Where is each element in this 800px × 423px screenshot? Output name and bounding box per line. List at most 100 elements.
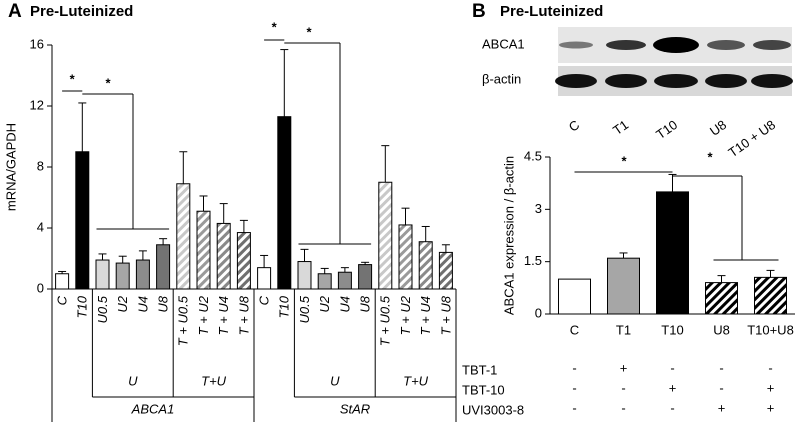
panel-label: A [8,1,22,22]
y-tick-label: 3 [535,201,542,216]
error-bar [340,267,349,273]
x-tick-label: T10 [75,295,90,318]
x-tick-label: C [257,295,272,305]
y-tick-label: 4 [37,219,44,234]
treatment-sign: - [572,380,576,395]
error-bar [401,207,410,225]
x-tick-label: U2 [317,295,332,312]
blot-lane-label: U8 [707,117,729,139]
y-axis-label: ABCA1 expression / β-actin [501,156,516,315]
x-tick-label: U8 [358,295,373,312]
treatment-sign: - [621,380,625,395]
bar [216,222,231,290]
treatment-sign: + [669,380,677,395]
error-bar [199,195,208,212]
x-tick-label: U8 [713,322,730,337]
bar [115,262,130,290]
blot-lane-label: T1 [610,117,631,138]
y-tick-label: 8 [37,158,44,173]
treatment-sign: + [620,360,628,375]
x-tick-label: U4 [337,296,352,313]
treatment-sign: - [621,400,625,415]
y-tick-label: 4.5 [524,148,542,163]
x-tick-label: T + U8 [236,295,251,335]
x-tick-label: T + U2 [398,295,413,335]
significance-star: * [272,19,278,34]
blot-lane-label: T10 + U8 [725,117,778,160]
error-bar [58,270,67,274]
treatment-label: UVI3003-8 [462,402,524,417]
panel-title: Pre-Luteinized [30,3,133,20]
error-bar [361,261,370,265]
x-tick-label: T + U0.5 [176,295,191,346]
bar [196,210,211,290]
error-bar [668,173,677,192]
y-axis-label: mRNA/GAPDH [3,123,18,211]
y-tick-label: 12 [30,97,44,112]
error-bar [219,203,228,224]
group-label: T+U [403,373,429,388]
gene-label: StAR [340,401,370,416]
error-bar [280,49,289,117]
error-bar [260,254,269,268]
significance-star: * [707,149,713,164]
bar [754,276,787,315]
treatment-label: TBT-1 [462,362,497,377]
blot-row-label: β-actin [482,71,521,86]
x-tick-label: T + U2 [196,295,211,335]
error-bar [441,244,450,253]
error-bar [717,275,726,283]
y-tick-label: 0 [37,280,44,295]
bar [236,232,251,290]
treatment-sign: - [719,360,723,375]
error-bar [619,252,628,259]
error-bar [320,267,329,274]
x-tick-label: C [570,322,579,337]
y-tick-label: 16 [30,36,44,51]
error-bar [118,255,127,264]
bar [176,183,191,290]
group-label: T+U [201,373,227,388]
x-tick-label: U0.5 [297,295,312,323]
bar [558,278,591,315]
significance-star: * [105,75,111,90]
bar [418,241,433,290]
treatment-sign: + [718,400,726,415]
group-label: U [128,373,138,388]
treatment-sign: - [768,360,772,375]
treatment-sign: - [670,360,674,375]
x-tick-label: T10 [277,295,292,318]
bar [135,259,150,290]
x-tick-label: T10 [661,322,683,337]
x-tick-label: U8 [156,295,171,312]
x-tick-label: T1 [616,322,631,337]
x-tick-label: T + U0.5 [378,295,393,346]
bar [378,181,393,290]
significance-star: * [70,71,76,86]
x-tick-label: T + U4 [216,296,231,335]
blot-row-label: ABCA1 [482,36,525,51]
bar [297,261,312,290]
error-bar [78,102,87,152]
treatment-sign: - [670,400,674,415]
bar [705,282,738,315]
treatment-sign: - [572,360,576,375]
bar [95,259,110,290]
error-bar [421,225,430,242]
error-bar [179,151,188,184]
blot-lane-label: T10 [653,117,680,142]
y-tick-label: 0 [535,305,542,320]
error-bar [138,250,147,261]
bar [317,273,332,290]
bar [277,116,292,290]
treatment-label: TBT-10 [462,382,505,397]
bar [156,244,171,290]
bar [438,251,453,290]
error-bar [159,238,168,245]
panel-label: B [472,1,486,22]
blot-lane-label: C [566,117,582,135]
error-bar [766,269,775,278]
x-tick-label: U4 [135,296,150,313]
x-tick-label: T + U4 [418,296,433,335]
